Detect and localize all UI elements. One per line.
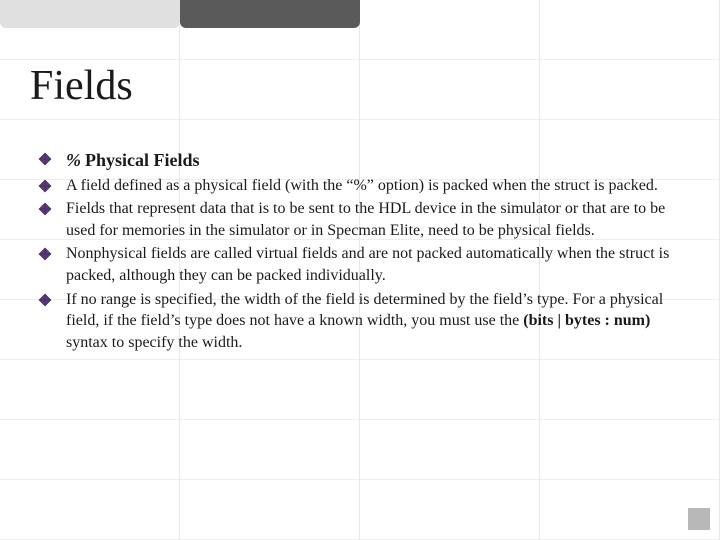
diamond-bullet-icon xyxy=(38,246,52,260)
bullet-item: If no range is specified, the width of t… xyxy=(66,289,690,354)
bullet-text: If no range is specified, the width of t… xyxy=(66,291,663,351)
diamond-bullet-icon xyxy=(38,292,52,306)
bullet-text: A field defined as a physical field (wit… xyxy=(66,177,658,194)
bullet-list: % Physical Fields A field defined as a p… xyxy=(30,148,690,353)
bullet-text: % Physical Fields xyxy=(66,153,200,170)
tab-decorator-dark xyxy=(180,0,360,28)
diamond-bullet-icon xyxy=(38,178,52,192)
corner-decorator xyxy=(688,508,710,530)
bullet-item: A field defined as a physical field (wit… xyxy=(66,175,690,197)
slide-content: Fields % Physical Fields A field defined… xyxy=(30,62,690,355)
bullet-text: Nonphysical fields are called virtual fi… xyxy=(66,245,669,284)
tab-decorator-light xyxy=(0,0,180,28)
slide-title: Fields xyxy=(30,62,690,110)
bullet-item: Fields that represent data that is to be… xyxy=(66,198,690,241)
diamond-bullet-icon xyxy=(38,151,52,165)
bullet-item: % Physical Fields xyxy=(66,148,690,173)
diamond-bullet-icon xyxy=(38,201,52,215)
bullet-item: Nonphysical fields are called virtual fi… xyxy=(66,243,690,286)
top-tabs xyxy=(0,0,720,28)
bullet-text: Fields that represent data that is to be… xyxy=(66,200,665,239)
